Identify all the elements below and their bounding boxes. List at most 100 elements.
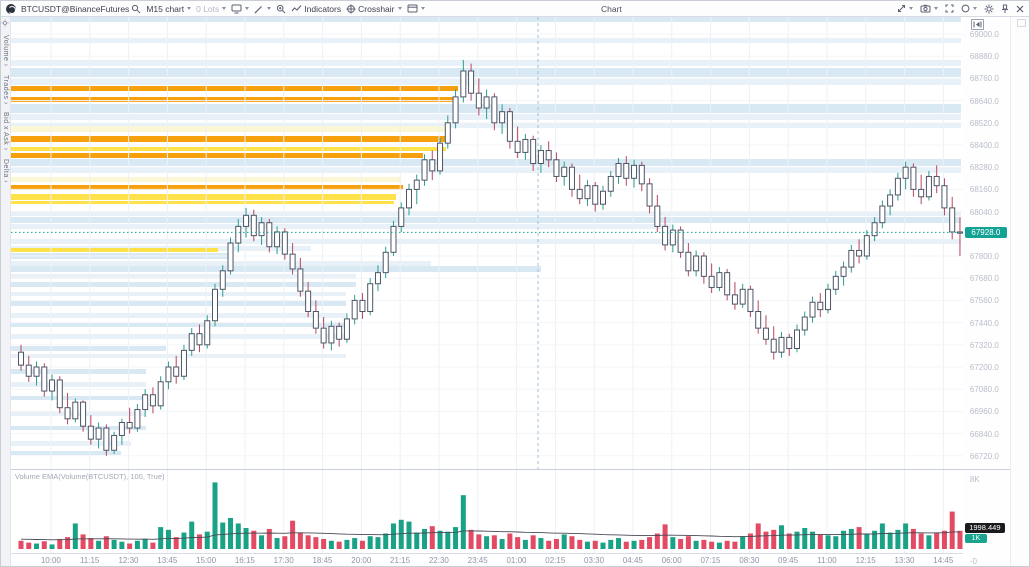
time-axis-label: 18:45 <box>312 556 333 565</box>
heatmap-band <box>10 68 961 77</box>
chart-style-button[interactable] <box>231 4 250 14</box>
volume-bar <box>383 533 389 549</box>
candlestick-chart[interactable] <box>10 17 963 469</box>
close-icon <box>1016 5 1024 12</box>
sidebar-item-trades[interactable]: Trades › <box>1 74 9 105</box>
candle-body <box>103 427 110 451</box>
volume-bar <box>879 523 885 549</box>
close-button[interactable] <box>1016 5 1024 13</box>
candle-body <box>436 142 443 172</box>
candle-body <box>405 188 412 209</box>
indicators-button[interactable]: Indicators <box>291 4 341 14</box>
candle-body <box>367 283 374 312</box>
heatmap-band <box>10 396 146 400</box>
volume-bar <box>421 528 427 549</box>
candle-body <box>328 325 335 344</box>
symbol-selector[interactable]: BTCUSDT@BinanceFutures <box>21 4 141 14</box>
symbol-label: BTCUSDT@BinanceFutures <box>21 3 130 14</box>
candle-body <box>638 164 645 185</box>
volume-ema-line <box>20 530 960 541</box>
search-icon[interactable] <box>131 4 141 14</box>
candle-body <box>390 225 397 253</box>
drawing-tools-button[interactable] <box>254 4 272 14</box>
fullscreen-button[interactable] <box>945 4 954 13</box>
candle-body <box>87 425 94 440</box>
heatmap-band <box>10 147 446 151</box>
volume-bar <box>918 533 924 549</box>
price-axis-label: 67560.0 <box>969 296 999 306</box>
candle-body <box>250 214 257 237</box>
price-axis-label: 68280.0 <box>969 163 999 173</box>
volume-bar <box>608 539 614 549</box>
volume-bar <box>243 528 249 549</box>
volume-bar <box>33 543 39 549</box>
candle-body <box>801 316 808 331</box>
volume-bar <box>305 535 311 549</box>
price-axis-label: 67800.0 <box>969 252 999 261</box>
color-theme-button[interactable] <box>961 4 977 13</box>
gear-icon[interactable] <box>1 19 10 27</box>
volume-bar <box>864 534 870 549</box>
volume-bar <box>204 531 210 549</box>
volume-ema-badge: 1K <box>964 534 987 543</box>
sidebar-item-volume[interactable]: Volume › <box>1 35 9 67</box>
candle-body <box>886 194 893 207</box>
chevron-down-icon <box>267 7 272 10</box>
jump-to-latest-button[interactable] <box>970 19 984 30</box>
heatmap-band <box>10 38 961 43</box>
volume-bar <box>173 537 179 549</box>
volume-bar <box>771 529 777 549</box>
volume-bar <box>553 538 559 549</box>
pin-button[interactable] <box>1001 4 1009 14</box>
gear-icon <box>984 4 994 13</box>
candle-body <box>41 366 48 392</box>
volume-bar <box>716 542 722 549</box>
volume-pane[interactable]: Volume EMA(Volume(BTCUSDT), 100, True) <box>10 469 963 553</box>
candle-body <box>584 185 591 200</box>
volume-bar <box>313 537 319 549</box>
volume-bar <box>352 538 358 549</box>
crosshair-button[interactable]: Crosshair <box>346 4 402 14</box>
zoom-button[interactable] <box>276 4 286 14</box>
volume-bar <box>561 534 567 549</box>
price-axis[interactable]: 8K -0 1998.449 1K 67928.0 69000.0 68880.0… <box>962 17 1011 566</box>
candle-body <box>902 166 909 179</box>
volume-bar <box>142 538 148 549</box>
volume-bar <box>158 527 164 549</box>
price-chart[interactable] <box>10 17 963 469</box>
monitor-icon <box>231 4 242 13</box>
app-logo-icon[interactable] <box>6 3 16 14</box>
volume-bar <box>367 536 373 549</box>
candle-body <box>266 222 273 248</box>
lots-selector[interactable]: 0 Lots <box>196 4 227 14</box>
time-axis-label: 09:45 <box>778 556 799 565</box>
time-axis-label: 20:00 <box>351 556 372 565</box>
volume-bar <box>274 538 280 549</box>
period-selector[interactable]: M15 chart <box>146 4 192 14</box>
candle-body <box>56 379 63 409</box>
link-resize-button[interactable] <box>897 4 913 13</box>
panel-toggle-icon[interactable] <box>1017 19 1026 27</box>
chevron-down-icon <box>934 7 938 10</box>
volume-chart[interactable] <box>11 470 963 553</box>
sidebar-item-delta[interactable]: Delta › <box>1 159 9 184</box>
heatmap-band <box>10 411 146 416</box>
candle-body <box>498 111 505 124</box>
candle-body <box>677 229 684 253</box>
volume-bar <box>856 527 862 549</box>
circle-icon <box>961 4 970 13</box>
volume-bar <box>646 537 652 549</box>
candle-body <box>359 299 366 312</box>
screenshot-button[interactable] <box>920 4 938 13</box>
layout-panels-button[interactable] <box>407 4 425 13</box>
candle-body <box>320 327 327 344</box>
time-axis[interactable]: 10:00 11:15 12:30 13:45 15:00 16:15 17:30 18:45… <box>10 553 963 566</box>
sidebar-item-bidxask[interactable]: Bid x Ask › <box>1 112 9 152</box>
heatmap-band <box>10 354 346 358</box>
candle-body <box>165 366 172 383</box>
time-axis-label: 01:00 <box>506 556 527 565</box>
candle-body <box>227 242 234 272</box>
heatmap-band <box>10 239 961 244</box>
candle-body <box>739 288 746 305</box>
settings-button[interactable] <box>984 4 994 14</box>
